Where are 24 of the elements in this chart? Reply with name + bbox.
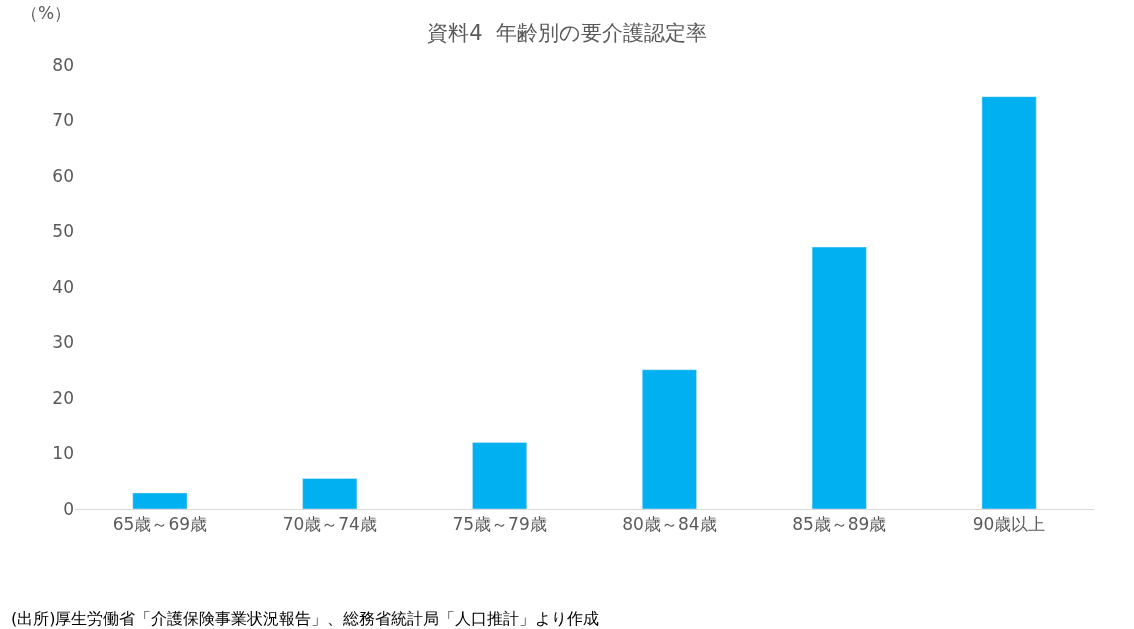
- y-tick-label: 60: [52, 165, 74, 186]
- y-tick-label: 40: [52, 276, 74, 297]
- y-tick-label: 20: [52, 387, 74, 408]
- y-tick-label: 0: [63, 498, 74, 519]
- y-axis-title: （%）: [21, 3, 72, 23]
- chart-title: 資料4 年齢別の要介護認定率: [427, 20, 707, 45]
- bar: [132, 492, 188, 509]
- x-tick-label: 85歳～89歳: [792, 514, 887, 535]
- x-tick-label: 70歳～74歳: [282, 514, 377, 535]
- text: (出所)厚生労働省「介護保険事業状況報告」、総務省統計局「人口推計」より作成: [11, 609, 600, 628]
- bar: [302, 478, 358, 509]
- x-tick-label: 65歳～69歳: [112, 514, 208, 535]
- y-tick-label: 10: [52, 443, 74, 464]
- x-tick-label: 80歳～84歳: [622, 514, 717, 535]
- y-tick-label: 70: [52, 110, 74, 131]
- y-tick-label: 80: [52, 54, 74, 75]
- y-tick-label: 50: [52, 221, 74, 242]
- bar: [981, 96, 1037, 509]
- x-tick-label: 75歳～79歳: [452, 514, 547, 535]
- x-tick-label: 90歳以上: [972, 514, 1046, 535]
- bar: [641, 369, 697, 509]
- bar: [472, 442, 528, 509]
- y-tick-label: 30: [52, 332, 74, 353]
- bar: [811, 246, 867, 509]
